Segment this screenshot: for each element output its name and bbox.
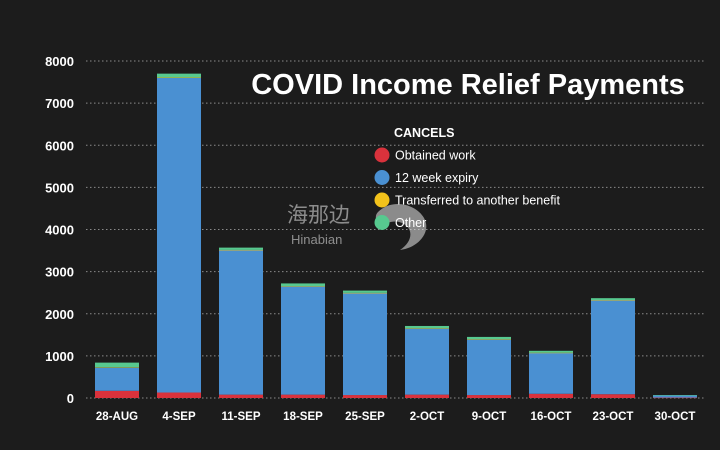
bar-segment xyxy=(529,393,573,398)
bar-segment xyxy=(281,283,325,287)
bar-segment xyxy=(591,300,635,301)
legend-swatch xyxy=(374,147,390,163)
bar-segment xyxy=(467,336,511,340)
grid-layer: 0 1000 2000 3000 4000 5000 6000 7000 8000 xyxy=(45,54,706,406)
bar-segment xyxy=(467,395,511,398)
y-tick-label: 5000 xyxy=(45,180,74,195)
bar-segment xyxy=(467,339,511,396)
legend-title: CANCELS xyxy=(394,126,454,140)
x-axis-labels: 28-AUG 4-SEP 11-SEP 18-SEP 25-SEP 2-OCT 9-OCT 1… xyxy=(96,411,696,423)
bar-segment xyxy=(529,350,573,353)
x-tick-label: 11-SEP xyxy=(222,411,261,423)
x-tick-label: 25-SEP xyxy=(345,411,385,423)
x-tick-label: 9-OCT xyxy=(472,411,507,423)
x-tick-label: 18-SEP xyxy=(283,411,323,423)
x-tick-label: 28-AUG xyxy=(96,411,138,423)
bar-segment xyxy=(219,250,263,395)
watermark-line1: 海那边 xyxy=(287,203,350,227)
bar-segment xyxy=(95,362,139,368)
bar-segment xyxy=(157,392,201,398)
bar-segment xyxy=(95,390,139,398)
legend-swatch xyxy=(374,215,390,230)
legend-label: Other xyxy=(395,216,426,230)
y-tick-label: 2000 xyxy=(45,307,74,322)
bar-segment xyxy=(653,397,697,399)
legend-label: Transferred to another benefit xyxy=(395,194,560,208)
bar-segment xyxy=(281,394,325,398)
bar-segment xyxy=(529,352,573,394)
bar-segment xyxy=(591,300,635,395)
bar-segment xyxy=(467,339,511,340)
bar-segment xyxy=(95,367,139,368)
bar-segment xyxy=(653,395,697,396)
bar-segment xyxy=(591,394,635,398)
bar-segment xyxy=(157,77,201,78)
bar-segment xyxy=(281,286,325,287)
bar-segment xyxy=(405,394,449,398)
legend-swatch xyxy=(374,192,390,208)
bar-segment xyxy=(343,290,387,293)
x-tick-label: 2-OCT xyxy=(410,411,445,423)
chart-title: COVID Income Relief Payments xyxy=(251,69,685,101)
y-tick-label: 6000 xyxy=(45,138,74,153)
legend-swatch xyxy=(374,170,390,185)
watermark-line2: Hinabian xyxy=(291,232,342,247)
bar-segment xyxy=(343,293,387,396)
bar-segment xyxy=(653,395,697,398)
legend-label: 12 week expiry xyxy=(395,171,479,185)
bar-segment xyxy=(343,395,387,398)
y-tick-label: 8000 xyxy=(45,54,74,69)
bar-segment xyxy=(281,286,325,395)
watermark: 海那边 Hinabian xyxy=(287,203,427,250)
bar-segment xyxy=(95,367,139,391)
bar-segment xyxy=(529,352,573,354)
bar-segment xyxy=(157,73,201,78)
y-tick-label: 7000 xyxy=(45,96,74,111)
bar-segment xyxy=(219,247,263,250)
bar-segment xyxy=(219,249,263,251)
legend-label: Obtained work xyxy=(395,149,476,163)
y-tick-label: 1000 xyxy=(45,349,74,364)
bar-segment xyxy=(405,328,449,329)
bars-layer xyxy=(95,73,697,399)
y-tick-label: 4000 xyxy=(45,223,74,238)
bar-segment xyxy=(591,298,635,301)
x-tick-label: 23-OCT xyxy=(593,411,634,423)
x-tick-label: 4-SEP xyxy=(162,411,196,423)
watermark-logo-icon xyxy=(375,204,427,250)
bar-segment xyxy=(157,77,201,393)
bar-segment xyxy=(405,328,449,395)
y-tick-label: 3000 xyxy=(45,265,74,280)
x-tick-label: 30-OCT xyxy=(655,411,696,423)
x-tick-label: 16-OCT xyxy=(531,411,572,423)
legend: CANCELS Obtained work 12 week expiry Trans… xyxy=(374,126,560,230)
bar-segment xyxy=(219,394,263,398)
bar-segment xyxy=(343,292,387,294)
bar-segment xyxy=(405,325,449,329)
y-tick-label: 0 xyxy=(67,391,74,406)
